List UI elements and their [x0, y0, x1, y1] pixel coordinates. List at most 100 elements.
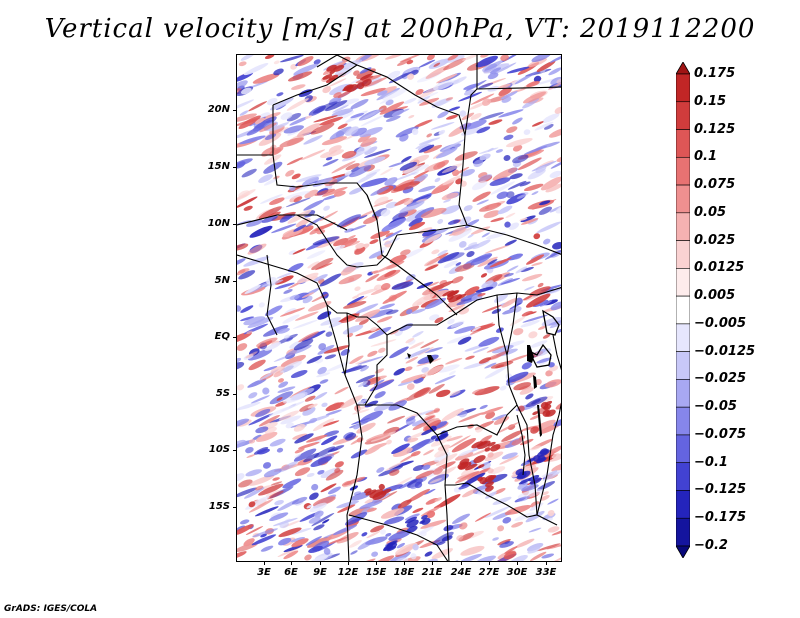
- downdraft-cell: [237, 525, 246, 532]
- updraft-cell: [237, 343, 248, 351]
- downdraft-cell: [379, 303, 395, 310]
- updraft-cell: [511, 438, 523, 446]
- downdraft-cell: [273, 68, 284, 76]
- downdraft-cell: [274, 282, 295, 290]
- downdraft-cell: [520, 215, 536, 223]
- map-title: Vertical velocity [m/s] at 200hPa, VT: 2…: [44, 14, 756, 44]
- updraft-cell: [266, 490, 284, 500]
- downdraft-cell: [404, 513, 420, 521]
- updraft-cell: [320, 483, 337, 493]
- updraft-cell: [294, 467, 311, 477]
- updraft-cell: [256, 337, 278, 348]
- downdraft-cell: [392, 211, 409, 221]
- updraft-cell: [408, 114, 415, 119]
- colorbar-label: 0.175: [694, 66, 736, 81]
- colorbar-swatch: [676, 212, 690, 241]
- downdraft-cell: [544, 248, 561, 260]
- downdraft-cell: [268, 122, 289, 132]
- updraft-cell: [356, 288, 378, 296]
- lat-label-15n: 15N: [207, 161, 230, 172]
- downdraft-cell: [438, 364, 460, 373]
- downdraft-cell: [353, 424, 362, 430]
- downdraft-cell: [461, 127, 483, 136]
- updraft-cell: [483, 210, 500, 219]
- downdraft-cell: [268, 405, 294, 417]
- downdraft-cell: [276, 447, 284, 453]
- downdraft-cell: [468, 242, 478, 248]
- updraft-cell: [423, 449, 434, 456]
- downdraft-cell: [412, 543, 419, 551]
- updraft-cell: [321, 136, 348, 146]
- updraft-cell: [341, 150, 357, 159]
- intense-core: [529, 477, 542, 485]
- updraft-cell: [360, 87, 386, 97]
- intense-core: [516, 470, 531, 480]
- updraft-cell: [497, 525, 505, 532]
- updraft-cell: [524, 183, 544, 192]
- updraft-cell: [446, 114, 458, 120]
- downdraft-cell: [246, 219, 263, 227]
- colorbar-label: 0.15: [694, 93, 727, 109]
- downdraft-cell: [237, 80, 248, 93]
- downdraft-cell: [460, 292, 482, 302]
- colorbar-swatch: [676, 129, 690, 158]
- downdraft-cell: [459, 110, 467, 117]
- updraft-cell: [380, 282, 391, 291]
- downdraft-cell: [256, 448, 270, 455]
- downdraft-cell: [514, 71, 538, 85]
- lat-tick: [233, 167, 237, 168]
- updraft-cell: [542, 334, 551, 339]
- downdraft-cell: [374, 391, 386, 399]
- downdraft-cell: [443, 199, 452, 203]
- downdraft-cell: [424, 347, 443, 354]
- updraft-cell: [279, 137, 304, 148]
- downdraft-cell: [441, 205, 461, 215]
- intense-core: [365, 489, 377, 496]
- updraft-cell: [237, 269, 246, 276]
- downdraft-cell: [508, 222, 520, 230]
- updraft-cell: [489, 257, 512, 268]
- downdraft-cell: [403, 97, 417, 105]
- updraft-cell: [238, 115, 261, 130]
- updraft-cell: [237, 551, 247, 560]
- downdraft-cell: [389, 346, 409, 359]
- updraft-cell: [540, 495, 550, 501]
- updraft-cell: [237, 524, 254, 536]
- downdraft-cell: [408, 217, 423, 227]
- updraft-cell: [489, 354, 502, 361]
- updraft-cell: [298, 331, 319, 343]
- updraft-cell: [521, 310, 533, 317]
- updraft-cell: [400, 374, 426, 383]
- downdraft-cell: [357, 539, 376, 550]
- downdraft-cell: [454, 325, 476, 334]
- updraft-cell: [278, 378, 284, 383]
- downdraft-cell: [496, 191, 509, 200]
- downdraft-cell: [399, 161, 418, 171]
- colorbar-label: −0.175: [694, 510, 747, 526]
- updraft-cell: [367, 350, 378, 357]
- downdraft-cell: [458, 241, 467, 248]
- downdraft-cell: [306, 504, 313, 509]
- downdraft-cell: [247, 348, 273, 361]
- downdraft-cell: [360, 177, 388, 188]
- downdraft-cell: [457, 336, 472, 345]
- updraft-cell: [276, 397, 283, 401]
- downdraft-cell: [512, 154, 529, 164]
- downdraft-cell: [237, 258, 246, 267]
- downdraft-cell: [532, 299, 549, 308]
- updraft-cell: [369, 239, 379, 245]
- updraft-cell: [271, 211, 296, 221]
- updraft-cell: [487, 452, 494, 458]
- updraft-cell: [305, 434, 328, 443]
- downdraft-cell: [237, 99, 255, 111]
- downdraft-cell: [388, 72, 411, 84]
- colorbar-swatch: [676, 295, 690, 325]
- updraft-cell: [272, 477, 280, 481]
- updraft-cell: [472, 388, 485, 395]
- intense-core: [484, 485, 494, 492]
- updraft-cell: [530, 445, 541, 451]
- colorbar-swatch: [676, 434, 690, 464]
- updraft-cell: [313, 115, 338, 123]
- updraft-cell: [454, 151, 478, 161]
- updraft-cell: [433, 62, 441, 67]
